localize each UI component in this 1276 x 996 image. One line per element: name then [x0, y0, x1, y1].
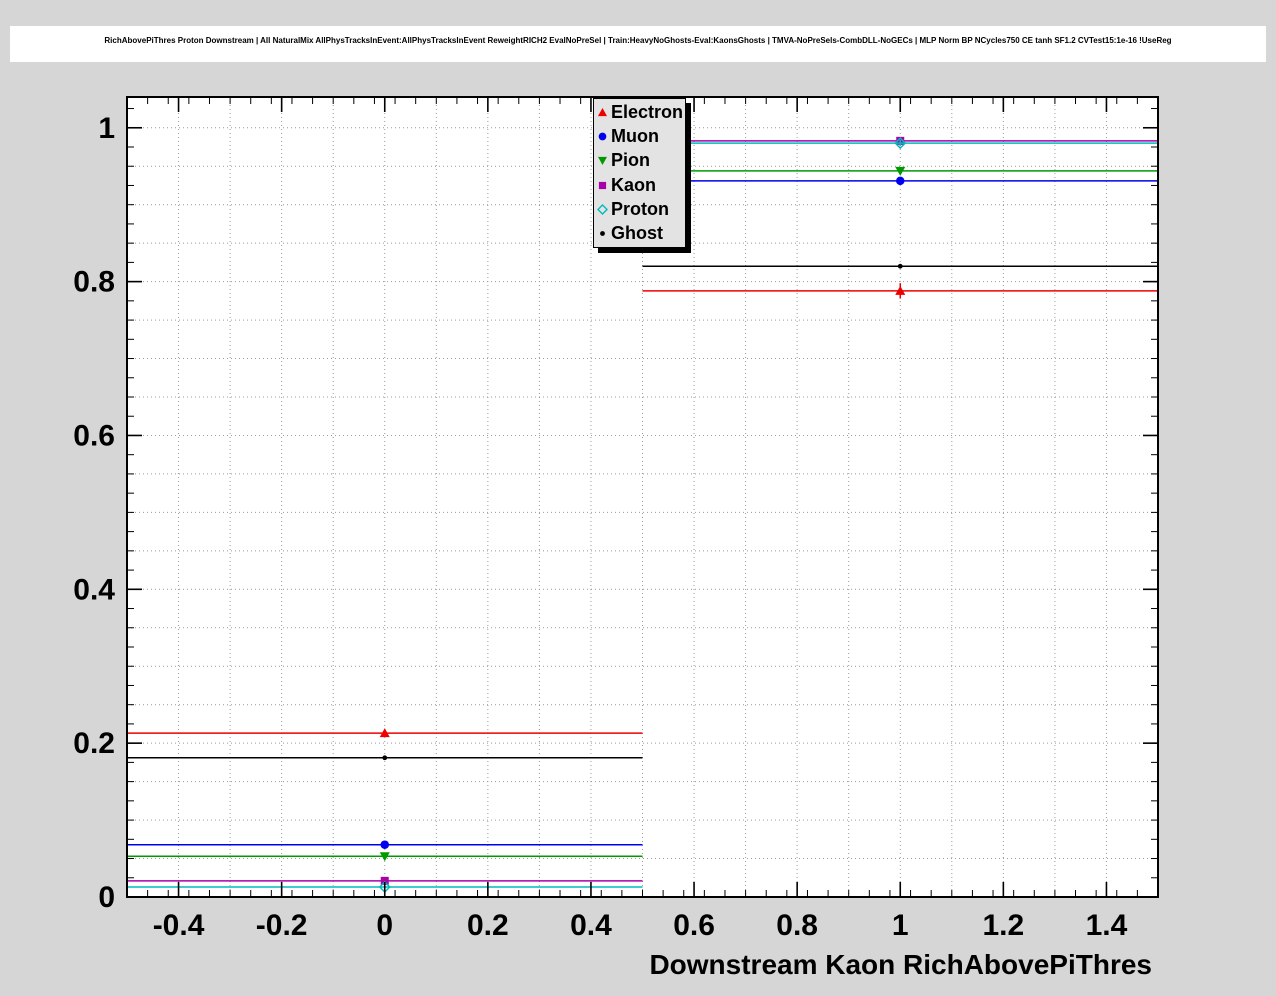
- series-pion: [127, 166, 1158, 862]
- legend-entry-kaon: Kaon: [595, 173, 685, 197]
- series-muon: [127, 176, 1158, 849]
- electron-legend-marker-icon: [598, 107, 607, 116]
- proton-legend-marker-glyph: [597, 203, 608, 215]
- y-tick-label: 0: [98, 881, 115, 914]
- kaon-legend-marker-icon: [598, 181, 607, 189]
- x-tick-label: 1.2: [982, 909, 1024, 942]
- ghost-legend-marker-icon: [600, 231, 605, 237]
- x-tick-label: -0.4: [153, 909, 205, 942]
- x-tick-label: -0.2: [256, 909, 308, 942]
- ghost-legend-marker-glyph: [600, 231, 605, 237]
- legend-entry-electron: Electron: [595, 100, 685, 124]
- y-tick-label: 0.2: [73, 727, 115, 760]
- y-tick-label: 0.6: [73, 419, 115, 452]
- series-ghost: [127, 263, 1158, 761]
- x-tick-label: 0.8: [776, 909, 818, 942]
- y-tick-labels: 0 0.2 0.4 0.6 0.8 1: [73, 112, 115, 914]
- series-electron: [127, 283, 1158, 738]
- ghost-marker-icon: [897, 263, 903, 269]
- legend-label: Electron: [611, 101, 684, 122]
- grid-layer: [127, 97, 1158, 897]
- proton-legend-marker-icon: [597, 203, 608, 215]
- x-tick-label: 1: [892, 909, 909, 942]
- x-tick-label: 0: [376, 909, 393, 942]
- muon-legend-marker-icon: [598, 132, 607, 141]
- muon-marker-icon: [380, 840, 389, 849]
- chart-title: RichAbovePiThres Proton Downstream | All…: [104, 36, 1171, 45]
- muon-legend-marker-glyph: [598, 132, 607, 141]
- y-tick-label: 0.4: [73, 573, 115, 606]
- muon-marker-icon: [896, 176, 905, 186]
- legend-entry-muon: Muon: [595, 124, 685, 148]
- electron-marker-icon: [379, 728, 390, 738]
- legend-label: Muon: [611, 125, 659, 146]
- legend-label: Proton: [611, 198, 669, 219]
- kaon-marker-icon: [380, 876, 389, 885]
- pion-legend-marker-icon: [598, 157, 607, 166]
- x-tick-label: 0.2: [467, 909, 509, 942]
- pion-marker-icon: [379, 852, 390, 862]
- legend: Electron Muon Pion Kaon Proton Ghost: [593, 98, 686, 248]
- kaon-legend-marker-glyph: [598, 181, 607, 189]
- legend-entry-pion: Pion: [595, 149, 685, 173]
- legend-entry-proton: Proton: [595, 197, 685, 221]
- legend-label: Kaon: [611, 174, 656, 195]
- x-tick-label: 0.6: [673, 909, 715, 942]
- pion-legend-marker-glyph: [598, 157, 607, 166]
- x-tick-label: 1.4: [1086, 909, 1128, 942]
- x-axis-title: Downstream Kaon RichAbovePiThres: [649, 949, 1152, 980]
- y-tick-label: 1: [98, 112, 115, 145]
- pion-marker-icon: [895, 166, 906, 176]
- x-tick-label: 0.4: [570, 909, 612, 942]
- legend-label: Pion: [611, 150, 650, 171]
- ghost-marker-icon: [382, 755, 388, 761]
- legend-label: Ghost: [611, 223, 663, 244]
- legend-entry-ghost: Ghost: [595, 222, 685, 246]
- electron-legend-marker-glyph: [598, 107, 607, 116]
- y-tick-label: 0.8: [73, 266, 115, 299]
- x-tick-labels: -0.4 -0.2 0 0.2 0.4 0.6 0.8 1 1.2 1.4: [153, 909, 1128, 942]
- proton-marker-icon: [894, 137, 907, 150]
- series-layer: [127, 136, 1158, 893]
- title-strip: [10, 26, 1266, 62]
- electron-marker-icon: [895, 285, 906, 295]
- plot-frame: [126, 96, 1159, 898]
